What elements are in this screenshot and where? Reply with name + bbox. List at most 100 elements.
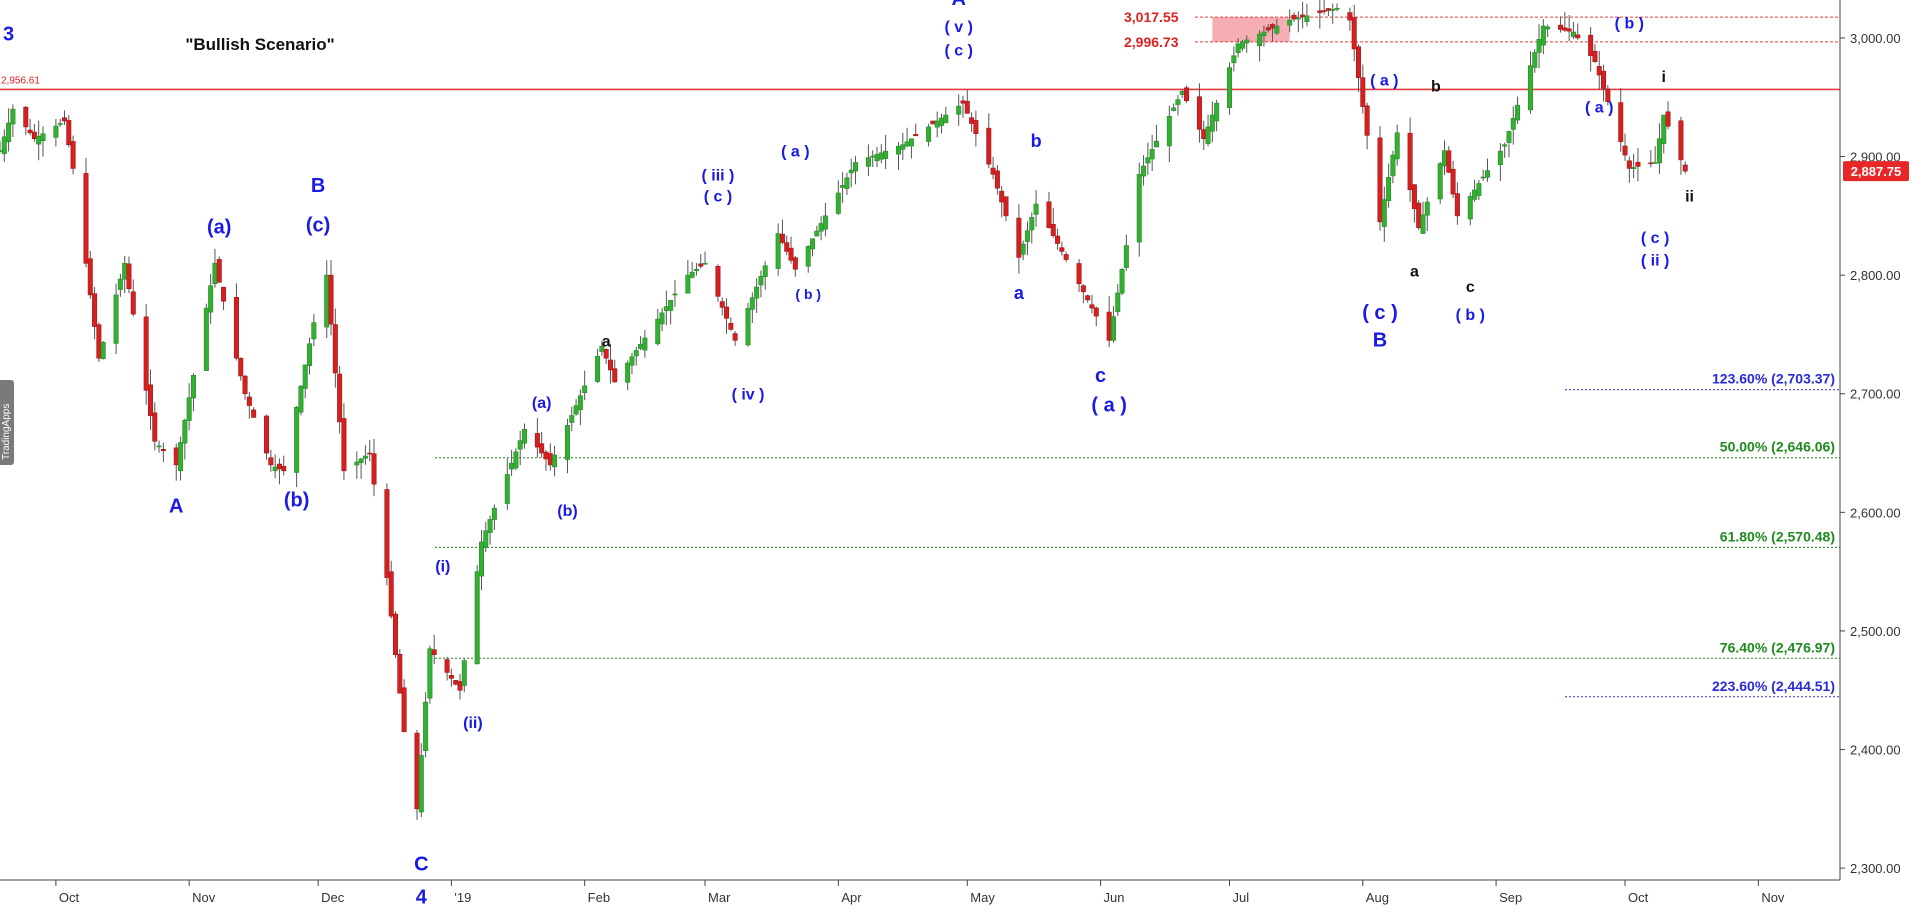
candle-up (113, 294, 119, 344)
candle-down (268, 457, 274, 466)
candle-down (724, 306, 730, 319)
candle-up (599, 346, 605, 352)
candle-up (1244, 39, 1250, 44)
wave-label: ( c ) (704, 189, 732, 206)
candle-up (298, 385, 304, 413)
candle-up (625, 362, 631, 383)
candle-down (216, 259, 222, 283)
candle-down (547, 453, 553, 466)
candle-down (431, 649, 437, 655)
wave-label: 3 (3, 23, 14, 45)
candle-up (956, 105, 962, 115)
candle-up (1295, 17, 1301, 20)
candle-up (844, 177, 850, 189)
candle-up (358, 458, 364, 463)
candle-up (307, 343, 313, 366)
candle-down (130, 291, 136, 315)
candle-down (401, 687, 407, 733)
candle-up (1631, 167, 1637, 169)
candle-up (1330, 9, 1336, 11)
candle-down (1678, 120, 1684, 161)
candle-up (1166, 115, 1172, 147)
wave-label: (a) (207, 217, 231, 239)
wave-label: a (602, 333, 611, 350)
candle-down (1566, 28, 1572, 32)
candle-down (457, 681, 463, 691)
candle-up (324, 274, 330, 328)
candle-up (1334, 8, 1340, 10)
candle-down (246, 396, 252, 406)
candle-down (1446, 150, 1452, 173)
wave-label: ( c ) (1362, 302, 1398, 324)
candle-down (1347, 12, 1353, 21)
candle-down (1080, 285, 1086, 293)
wave-label: (b) (557, 503, 577, 520)
candle-down (92, 293, 98, 327)
wave-label: ( c ) (944, 43, 972, 60)
price-tick-label: 3,000.00 (1850, 31, 1901, 46)
candle-down (1635, 161, 1641, 167)
candle-down (1601, 70, 1607, 89)
candle-up (354, 461, 360, 466)
candle-down (994, 170, 1000, 189)
last-price-label: 2,887.75 (1851, 164, 1902, 179)
candle-down (913, 134, 919, 137)
candle-down (1046, 201, 1052, 229)
candle-down (388, 571, 394, 617)
candle-up (848, 169, 854, 174)
candle-down (1605, 88, 1611, 102)
candle-down (264, 415, 270, 454)
candle-up (1476, 183, 1482, 196)
price-tick-label: 2,300.00 (1850, 861, 1901, 876)
candle-up (1532, 52, 1538, 68)
candle-down (337, 373, 343, 423)
candle-down (1196, 96, 1202, 130)
candle-up (1304, 15, 1310, 22)
candle-up (1484, 170, 1490, 178)
candle-down (986, 127, 992, 165)
candle-up (853, 162, 859, 172)
candle-up (1420, 214, 1426, 234)
wave-label: ( a ) (1370, 72, 1398, 89)
candle-down (276, 463, 282, 470)
candle-up (1545, 26, 1551, 30)
candle-up (40, 133, 46, 142)
candle-down (1076, 263, 1082, 285)
zone-label-bg (1120, 8, 1194, 27)
candle-up (311, 322, 317, 340)
candle-down (1575, 34, 1581, 39)
candle-down (1407, 132, 1413, 191)
candle-down (1558, 24, 1564, 30)
candle-down (393, 613, 399, 655)
candle-up (513, 451, 519, 469)
candle-up (629, 356, 635, 366)
wave-label: ii (1685, 189, 1694, 206)
candle-down (1648, 162, 1654, 165)
candle-down (534, 433, 540, 448)
candle-up (1136, 174, 1142, 243)
candle-up (1119, 268, 1125, 294)
candle-up (302, 364, 308, 389)
candle-up (1205, 126, 1211, 144)
candle-up (186, 397, 192, 421)
chart-title: "Bullish Scenario" (185, 35, 334, 54)
fibonacci-levels: 123.60% (2,703.37) 50.00% (2,646.06) 61.80… (435, 371, 1840, 698)
candle-down (1085, 295, 1091, 301)
time-axis: Oct Nov Dec '19 Feb Mar Apr May Jun Jul Aug Sep Oct N… (0, 879, 1840, 905)
candle-up (10, 108, 16, 125)
price-candles (0, 0, 1688, 820)
candle-down (1682, 164, 1688, 172)
candle-up (573, 405, 579, 415)
candle-up (1145, 157, 1151, 164)
time-tick-label: Oct (59, 890, 80, 905)
candle-up (642, 337, 648, 351)
time-tick-label: Dec (321, 890, 345, 905)
candle-down (1055, 235, 1061, 244)
time-tick-label: May (970, 890, 995, 905)
candle-down (27, 129, 33, 134)
wave-label: (c) (306, 214, 330, 236)
candle-down (1270, 24, 1276, 29)
wave-label: C (414, 854, 428, 876)
wave-label: A (169, 495, 183, 517)
candle-down (990, 167, 996, 175)
